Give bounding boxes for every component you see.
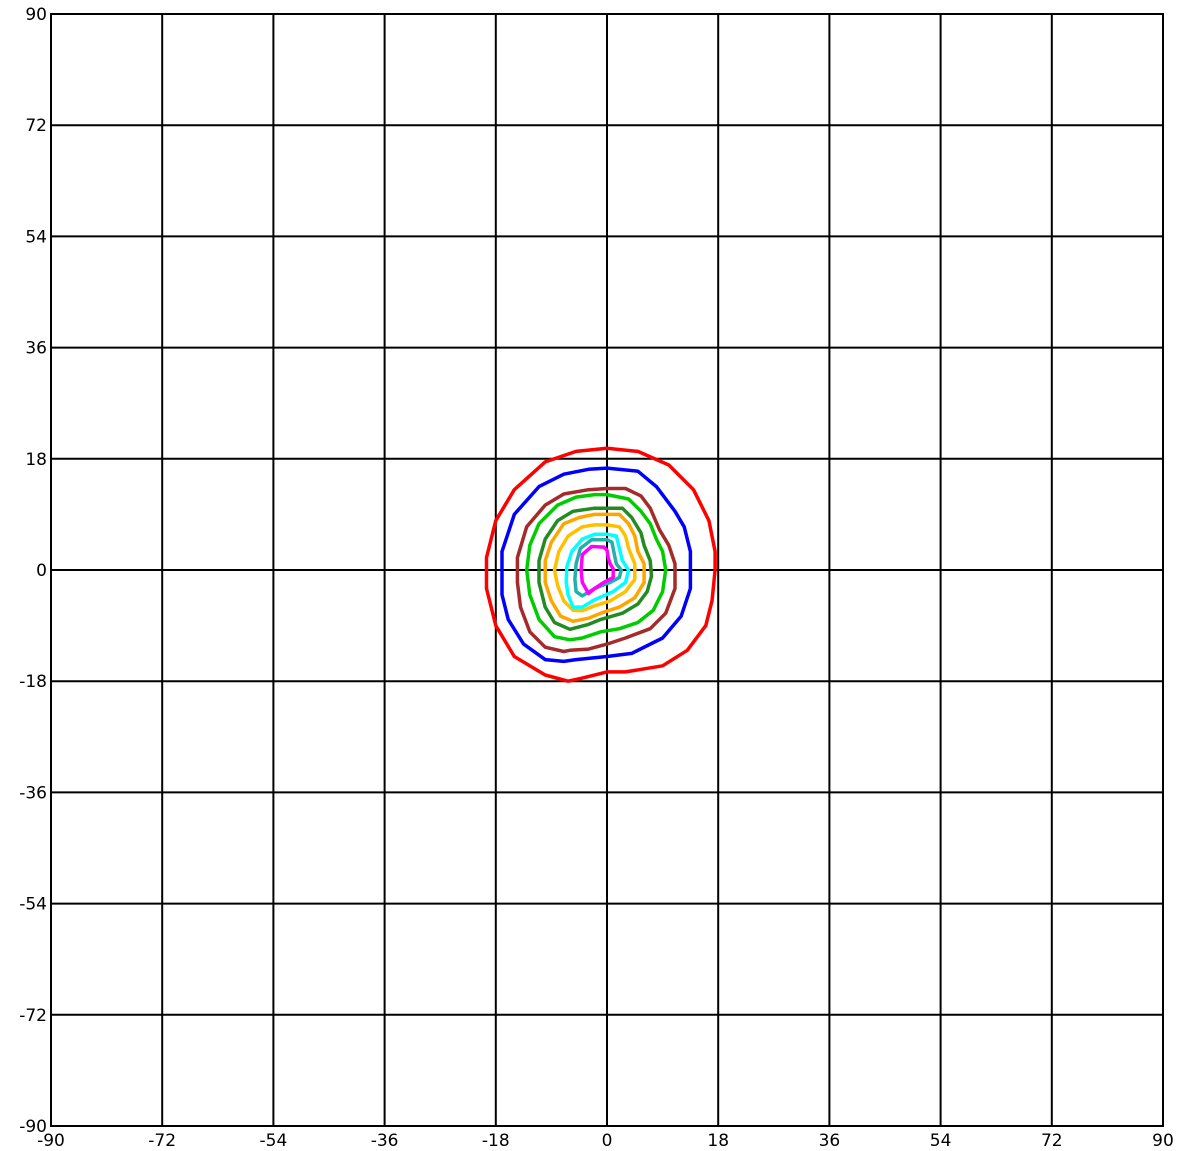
x-axis-ticks: -90 -72 -54 -36 -18 0 18 36 54 72 90 bbox=[37, 1131, 1174, 1151]
x-tick-label: -90 bbox=[37, 1131, 65, 1151]
y-tick-label: 90 bbox=[25, 5, 47, 25]
y-tick-label: -36 bbox=[19, 783, 47, 803]
contour-line-7 bbox=[552, 523, 637, 613]
contour-line-6 bbox=[543, 512, 646, 624]
y-tick-label: -72 bbox=[19, 1006, 47, 1026]
contour-line-3 bbox=[515, 486, 677, 654]
contour-line-5 bbox=[537, 506, 654, 632]
y-axis-ticks: 90 72 54 36 18 0 -18 -36 -54 -72 -90 bbox=[19, 5, 47, 1137]
contour-line-1 bbox=[484, 446, 717, 683]
x-tick-label: 0 bbox=[602, 1131, 613, 1151]
x-tick-label: -36 bbox=[371, 1131, 399, 1151]
contour-line-4 bbox=[524, 492, 668, 642]
x-tick-label: 72 bbox=[1041, 1131, 1063, 1151]
contour-lines bbox=[484, 446, 717, 683]
contour-line-10 bbox=[579, 544, 615, 596]
y-tick-label: 54 bbox=[25, 227, 47, 247]
contour-line-8 bbox=[564, 532, 631, 609]
x-tick-label: -54 bbox=[260, 1131, 288, 1151]
y-tick-label: 18 bbox=[25, 450, 47, 470]
y-tick-label: 36 bbox=[25, 339, 47, 359]
x-tick-label: 18 bbox=[707, 1131, 729, 1151]
contour-line-2 bbox=[500, 466, 693, 664]
y-tick-label: -90 bbox=[19, 1117, 47, 1137]
y-tick-label: -54 bbox=[19, 895, 47, 915]
x-tick-label: -18 bbox=[482, 1131, 510, 1151]
grid-lines bbox=[50, 13, 1164, 1127]
x-tick-label: -72 bbox=[148, 1131, 176, 1151]
x-tick-label: 36 bbox=[819, 1131, 841, 1151]
y-tick-label: -18 bbox=[19, 672, 47, 692]
x-tick-label: 54 bbox=[930, 1131, 952, 1151]
y-tick-label: 0 bbox=[36, 561, 47, 581]
y-tick-label: 72 bbox=[25, 116, 47, 136]
x-tick-label: 90 bbox=[1152, 1131, 1174, 1151]
plot-frame bbox=[50, 13, 1164, 1127]
